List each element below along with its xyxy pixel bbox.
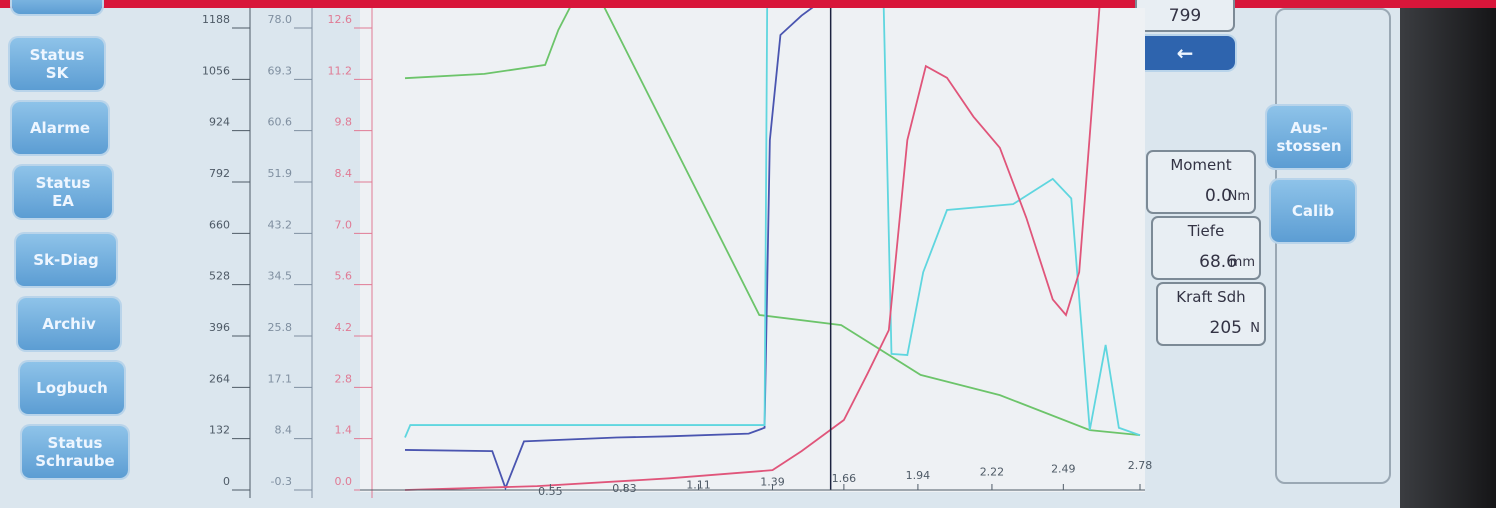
nav-button[interactable]: Status Schraube	[22, 426, 128, 478]
readout-label: Moment	[1148, 156, 1254, 174]
x-tick-label: 0.55	[538, 485, 563, 498]
readout-value: 205	[1210, 318, 1242, 338]
readout-label: Tiefe	[1153, 222, 1259, 240]
y-tick-label: 132	[209, 424, 230, 437]
y-tick-label: 51.9	[268, 167, 293, 180]
y-tick-label: 1.4	[335, 424, 353, 437]
y-tick-label: 792	[209, 167, 230, 180]
x-tick-label: 0.83	[612, 482, 637, 495]
readout-unit: Nm	[1228, 189, 1250, 204]
readout: Kraft Sdh 205 N	[1156, 282, 1266, 346]
y-tick-label: 34.5	[268, 270, 293, 283]
hmi-screen: 799 ← 013226439652866079292410561188-0.3…	[0, 0, 1496, 508]
y-tick-label: 0	[223, 475, 230, 488]
y-tick-label: 528	[209, 270, 230, 283]
y-tick-label: 9.8	[335, 116, 353, 129]
y-tick-label: 0.0	[335, 475, 353, 488]
chart: 0 132 264 396 528 660 792 924 1056 1188 -0.3 8.4 17.…	[0, 0, 1496, 508]
x-tick-label: 1.39	[760, 475, 785, 488]
nav-button[interactable]: Status EA	[14, 166, 112, 218]
y-tick-label: 60.6	[268, 116, 293, 129]
y-tick-label: 924	[209, 116, 230, 129]
y-tick-label: 5.6	[335, 270, 353, 283]
nav-button[interactable]: Logbuch	[20, 362, 124, 414]
x-tick-label: 2.22	[980, 466, 1005, 479]
x-tick-label: 1.66	[832, 472, 857, 485]
y-tick-label: 1188	[202, 13, 230, 26]
y-tick-label: 78.0	[268, 13, 293, 26]
nav-button[interactable]: Alarme	[12, 102, 108, 154]
y-tick-label: -0.3	[271, 475, 292, 488]
y-tick-label: 2.8	[335, 372, 353, 385]
x-tick-label: 2.49	[1051, 462, 1076, 475]
x-tick-label: 1.11	[686, 479, 711, 492]
y-tick-label: 17.1	[268, 372, 293, 385]
page: 799 ← 013226439652866079292410561188-0.3…	[0, 0, 1496, 508]
y-tick-label: 660	[209, 218, 230, 231]
y-tick-label: 25.8	[268, 321, 293, 334]
y-tick-label: 43.2	[268, 218, 293, 231]
y-tick-label: 8.4	[335, 167, 353, 180]
side-button[interactable]: Aus- stossen	[1267, 106, 1351, 168]
y-tick-label: 4.2	[335, 321, 353, 334]
nav-button[interactable]: Archiv	[18, 298, 120, 350]
y-tick-label: 396	[209, 321, 230, 334]
y-tick-label: 69.3	[268, 64, 293, 77]
nav-button[interactable]: Sk-Diag	[16, 234, 116, 286]
y-tick-label: 264	[209, 372, 230, 385]
readout-unit: N	[1250, 321, 1260, 336]
y-tick-label: 12.6	[328, 13, 353, 26]
readout-label: Kraft Sdh	[1158, 288, 1264, 306]
nav-button[interactable]: Status SK	[10, 38, 104, 90]
y-tick-label: 1056	[202, 64, 230, 77]
x-tick-label: 1.94	[906, 469, 931, 482]
y-tick-label: 11.2	[328, 64, 353, 77]
plot-area	[360, 8, 1145, 492]
readout-unit: mm	[1230, 255, 1255, 270]
y-tick-label: 7.0	[335, 218, 353, 231]
x-tick-label: 2.78	[1128, 459, 1153, 472]
side-button[interactable]: Calib	[1271, 180, 1355, 242]
y-tick-label: 8.4	[275, 424, 293, 437]
